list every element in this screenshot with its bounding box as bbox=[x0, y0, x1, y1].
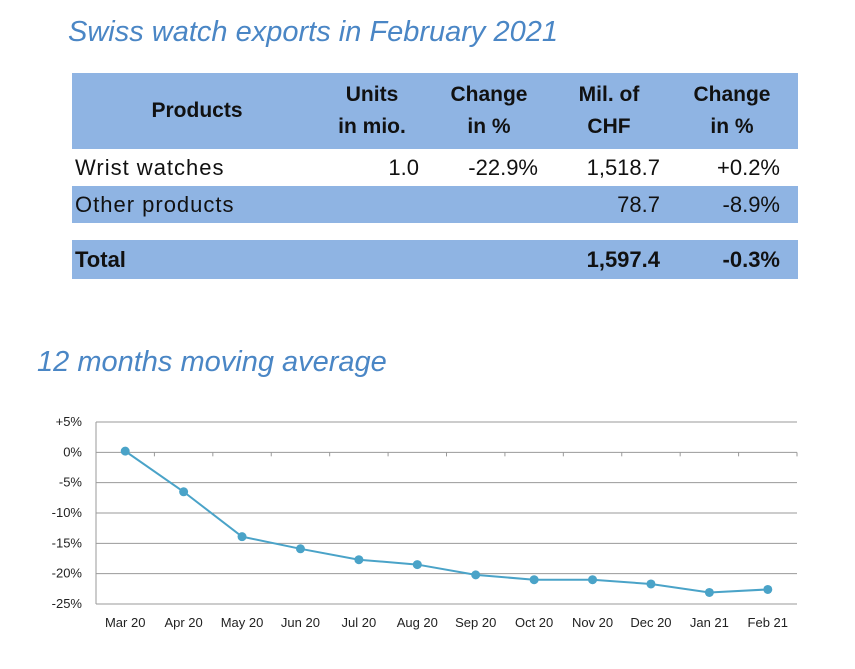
y-tick-label: -25% bbox=[52, 596, 83, 611]
table-header: Products Units in mio. Change in % Mil. … bbox=[72, 73, 798, 149]
row-change-units: -22.9% bbox=[468, 155, 538, 180]
chart-title: 12 months moving average bbox=[37, 346, 387, 378]
page-title: Swiss watch exports in February 2021 bbox=[68, 16, 558, 48]
header-products: Products bbox=[151, 99, 243, 122]
data-point bbox=[354, 555, 364, 565]
header-mil-chf: Mil. of CHF bbox=[578, 83, 640, 138]
header-change-chf: Change in % bbox=[693, 83, 771, 138]
data-point bbox=[120, 446, 130, 456]
data-point bbox=[529, 575, 539, 585]
table-row: Wrist watches 1.0 -22.9% 1,518.7 +0.2% bbox=[72, 149, 798, 186]
y-tick-label: -20% bbox=[52, 566, 83, 581]
table-row: Other products 78.7 -8.9% bbox=[72, 186, 798, 223]
series-line bbox=[124, 450, 768, 594]
x-tick-label: Aug 20 bbox=[397, 615, 438, 630]
header-change-units: Change in % bbox=[450, 83, 528, 138]
x-tick-label: Oct 20 bbox=[515, 615, 553, 630]
y-tick-label: -5% bbox=[59, 475, 83, 490]
row-product: Other products bbox=[75, 192, 235, 217]
data-point bbox=[179, 487, 189, 497]
y-tick-label: -15% bbox=[52, 535, 83, 550]
x-axis-ticks: Mar 20 Apr 20 May 20 Jun 20 Jul 20 Aug 20 Sep … bbox=[105, 615, 788, 630]
row-units: 1.0 bbox=[388, 155, 419, 180]
moving-average-chart: +5% 0% -5% -10% -15% -20% -25% Mar 20 Apr 20 May… bbox=[52, 414, 798, 630]
y-tick-label: -10% bbox=[52, 505, 83, 520]
x-tick-label: Feb 21 bbox=[748, 615, 788, 630]
data-point bbox=[237, 532, 247, 542]
data-point bbox=[471, 570, 481, 580]
row-mil-chf: 1,518.7 bbox=[586, 155, 660, 180]
total-label: Total bbox=[75, 247, 126, 272]
table-total-row: Total 1,597.4 -0.3% bbox=[72, 240, 798, 279]
row-mil-chf: 78.7 bbox=[617, 192, 660, 217]
x-tick-label: Jul 20 bbox=[342, 615, 377, 630]
data-point bbox=[646, 579, 656, 589]
y-tick-label: 0% bbox=[63, 444, 82, 459]
data-point bbox=[588, 575, 598, 585]
row-change-chf: +0.2% bbox=[717, 155, 780, 180]
x-tick-label: Mar 20 bbox=[105, 615, 145, 630]
x-tick-label: Sep 20 bbox=[455, 615, 496, 630]
total-change-chf: -0.3% bbox=[722, 247, 780, 272]
x-tick-label: Nov 20 bbox=[572, 615, 613, 630]
x-tick-label: Jun 20 bbox=[281, 615, 320, 630]
grid-lines bbox=[95, 421, 798, 605]
row-product: Wrist watches bbox=[75, 155, 225, 180]
data-point bbox=[412, 560, 422, 570]
data-point bbox=[295, 544, 305, 554]
total-mil-chf: 1,597.4 bbox=[586, 247, 660, 272]
y-tick-label: +5% bbox=[56, 414, 83, 429]
data-point bbox=[704, 587, 714, 597]
header-units: Units in mio. bbox=[338, 83, 406, 138]
x-tick-label: Jan 21 bbox=[690, 615, 729, 630]
data-points bbox=[120, 446, 773, 597]
data-point bbox=[763, 584, 773, 594]
y-axis-ticks: +5% 0% -5% -10% -15% -20% -25% bbox=[52, 414, 83, 611]
row-change-chf: -8.9% bbox=[722, 192, 780, 217]
x-tick-label: May 20 bbox=[221, 615, 264, 630]
x-tick-label: Apr 20 bbox=[164, 615, 202, 630]
x-tick-label: Dec 20 bbox=[630, 615, 671, 630]
